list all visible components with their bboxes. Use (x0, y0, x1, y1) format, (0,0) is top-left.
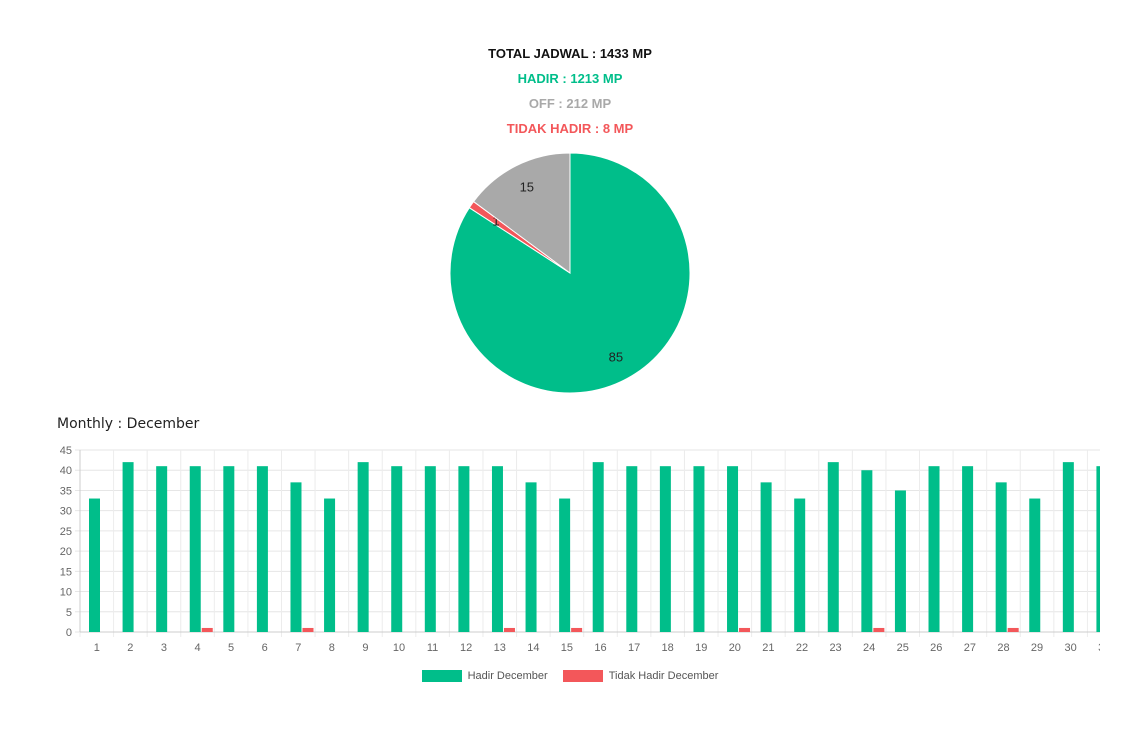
legend-label-tidak-hadir: Tidak Hadir December (608, 670, 719, 682)
x-tick-label: 7 (295, 642, 301, 654)
pie-label-hadir: 85 (609, 349, 623, 364)
bar-hadir[interactable] (424, 466, 436, 632)
x-tick-label: 8 (329, 642, 335, 654)
bar-hadir[interactable] (592, 462, 604, 632)
x-tick-label: 16 (594, 642, 606, 654)
bar-hadir[interactable] (290, 482, 302, 632)
y-tick-label: 5 (66, 607, 72, 619)
bar-hadir[interactable] (1096, 466, 1100, 632)
bar-hadir[interactable] (491, 466, 503, 632)
bar-hadir[interactable] (122, 462, 134, 632)
x-tick-label: 31 (1098, 642, 1100, 654)
bar-hadir[interactable] (659, 466, 671, 632)
x-tick-label: 17 (628, 642, 640, 654)
y-tick-label: 10 (60, 587, 72, 599)
bar-tidak-hadir[interactable] (739, 627, 751, 632)
x-tick-label: 2 (127, 642, 133, 654)
pie-label-off: 15 (520, 179, 534, 194)
x-tick-label: 6 (262, 642, 268, 654)
x-tick-label: 10 (393, 642, 405, 654)
x-tick-label: 3 (161, 642, 167, 654)
x-tick-label: 30 (1065, 642, 1077, 654)
x-tick-label: 28 (997, 642, 1009, 654)
tidak-hadir-label: TIDAK HADIR : 8 MP (506, 121, 634, 136)
bar-hadir[interactable] (324, 498, 336, 632)
bar-hadir[interactable] (928, 466, 940, 632)
x-tick-label: 23 (829, 642, 841, 654)
bar-hadir[interactable] (189, 466, 201, 632)
x-tick-label: 18 (662, 642, 674, 654)
bar-hadir[interactable] (727, 466, 739, 632)
legend-swatch-tidak-hadir (562, 670, 603, 682)
y-tick-label: 25 (60, 526, 72, 538)
x-tick-label: 24 (863, 642, 875, 654)
x-tick-label: 20 (729, 642, 741, 654)
bar-hadir[interactable] (693, 466, 705, 632)
bar-hadir[interactable] (357, 462, 369, 632)
bar-tidak-hadir[interactable] (873, 627, 885, 632)
x-tick-label: 9 (362, 642, 368, 654)
bar-hadir[interactable] (1062, 462, 1074, 632)
hadir-label: HADIR : 1213 MP (517, 71, 623, 86)
legend-label-hadir: Hadir December (467, 670, 548, 682)
legend-swatch-hadir (421, 670, 462, 682)
bar-hadir[interactable] (223, 466, 235, 632)
bar-tidak-hadir[interactable] (571, 627, 583, 632)
bar-hadir[interactable] (256, 466, 268, 632)
x-tick-label: 12 (460, 642, 472, 654)
summary-header: TOTAL JADWAL : 1433 MP HADIR : 1213 MP O… (0, 41, 1140, 141)
bar-hadir[interactable] (995, 482, 1007, 632)
bar-hadir[interactable] (861, 470, 873, 632)
bar-hadir[interactable] (458, 466, 470, 632)
x-tick-label: 22 (796, 642, 808, 654)
bar-hadir[interactable] (156, 466, 168, 632)
x-tick-label: 1 (94, 642, 100, 654)
bar-hadir[interactable] (559, 498, 571, 632)
bar-tidak-hadir[interactable] (302, 627, 314, 632)
x-tick-label: 25 (897, 642, 909, 654)
x-tick-label: 15 (561, 642, 573, 654)
y-tick-label: 45 (60, 445, 72, 457)
x-tick-label: 26 (930, 642, 942, 654)
x-tick-label: 14 (527, 642, 539, 654)
bar-hadir[interactable] (827, 462, 839, 632)
y-tick-label: 40 (60, 465, 72, 477)
bar-hadir[interactable] (391, 466, 403, 632)
pie-label-tidak-hadir: 1 (492, 214, 499, 229)
legend-item-tidak-hadir[interactable]: Tidak Hadir December (562, 670, 719, 682)
monthly-title: Monthly : December (57, 416, 200, 432)
x-tick-label: 4 (194, 642, 200, 654)
attendance-pie-chart: 85 1 15 (449, 152, 691, 394)
bar-hadir[interactable] (794, 498, 806, 632)
bar-hadir[interactable] (626, 466, 638, 632)
bar-hadir[interactable] (89, 498, 100, 632)
x-tick-label: 19 (695, 642, 707, 654)
x-tick-label: 5 (228, 642, 234, 654)
bar-hadir[interactable] (962, 466, 974, 632)
legend-item-hadir[interactable]: Hadir December (421, 670, 548, 682)
pie-slice-off[interactable] (472, 152, 571, 274)
x-tick-label: 27 (964, 642, 976, 654)
bar-hadir[interactable] (525, 482, 537, 632)
y-tick-label: 20 (60, 546, 72, 558)
x-tick-label: 13 (494, 642, 506, 654)
y-tick-label: 35 (60, 485, 72, 497)
off-label: OFF : 212 MP (528, 96, 612, 111)
y-tick-label: 0 (66, 627, 72, 639)
x-tick-label: 21 (762, 642, 774, 654)
bar-hadir[interactable] (760, 482, 772, 632)
bar-chart-legend: Hadir December Tidak Hadir December (0, 670, 1140, 685)
bar-tidak-hadir[interactable] (503, 627, 515, 632)
x-tick-label: 11 (427, 642, 438, 654)
bar-hadir[interactable] (894, 490, 906, 632)
y-tick-label: 30 (60, 506, 72, 518)
y-tick-label: 15 (60, 566, 72, 578)
bar-tidak-hadir[interactable] (201, 627, 213, 632)
bar-tidak-hadir[interactable] (1007, 627, 1019, 632)
bar-hadir[interactable] (1029, 498, 1041, 632)
x-tick-label: 29 (1031, 642, 1043, 654)
total-jadwal-label: TOTAL JADWAL : 1433 MP (488, 46, 652, 61)
